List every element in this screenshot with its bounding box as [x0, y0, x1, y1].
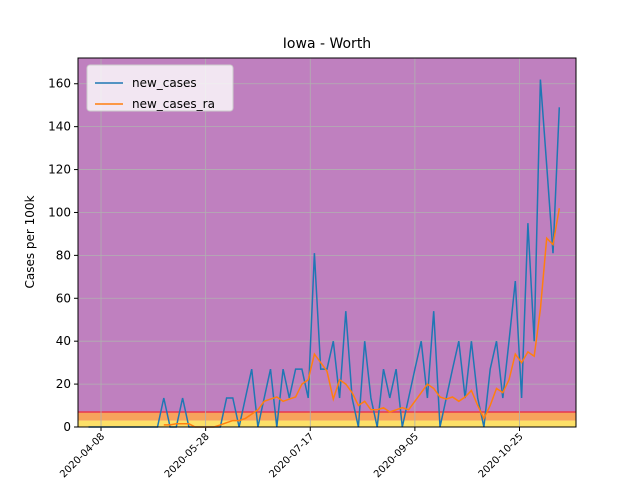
- y-axis-label: Cases per 100k: [23, 195, 37, 288]
- series-line: [163, 208, 561, 428]
- y-tick-label: 120: [48, 163, 71, 177]
- y-tick-label: 0: [63, 420, 71, 434]
- chart-title: Iowa - Worth: [283, 36, 371, 52]
- y-tick-label: 20: [56, 377, 71, 391]
- x-tick-label: 2020-05-28: [163, 431, 212, 480]
- risk-band: [78, 58, 576, 412]
- y-tick-label: 100: [48, 205, 71, 219]
- y-tick-label: 40: [56, 334, 71, 348]
- x-tick-label: 2020-04-08: [58, 431, 107, 480]
- risk-band: [78, 411, 576, 421]
- plot-frame: [77, 57, 577, 428]
- x-tick-label: 2020-09-05: [372, 431, 421, 480]
- x-tick-label: 2020-10-25: [477, 431, 526, 480]
- legend-label: new_cases: [132, 76, 197, 90]
- risk-band: [78, 420, 576, 427]
- legend-box: [86, 64, 234, 112]
- x-tick-label: 2020-07-17: [268, 431, 317, 480]
- legend-label: new_cases_ra: [132, 97, 215, 111]
- y-tick-label: 60: [56, 291, 71, 305]
- y-tick-label: 160: [48, 77, 71, 91]
- y-tick-label: 140: [48, 120, 71, 134]
- y-tick-label: 80: [56, 248, 71, 262]
